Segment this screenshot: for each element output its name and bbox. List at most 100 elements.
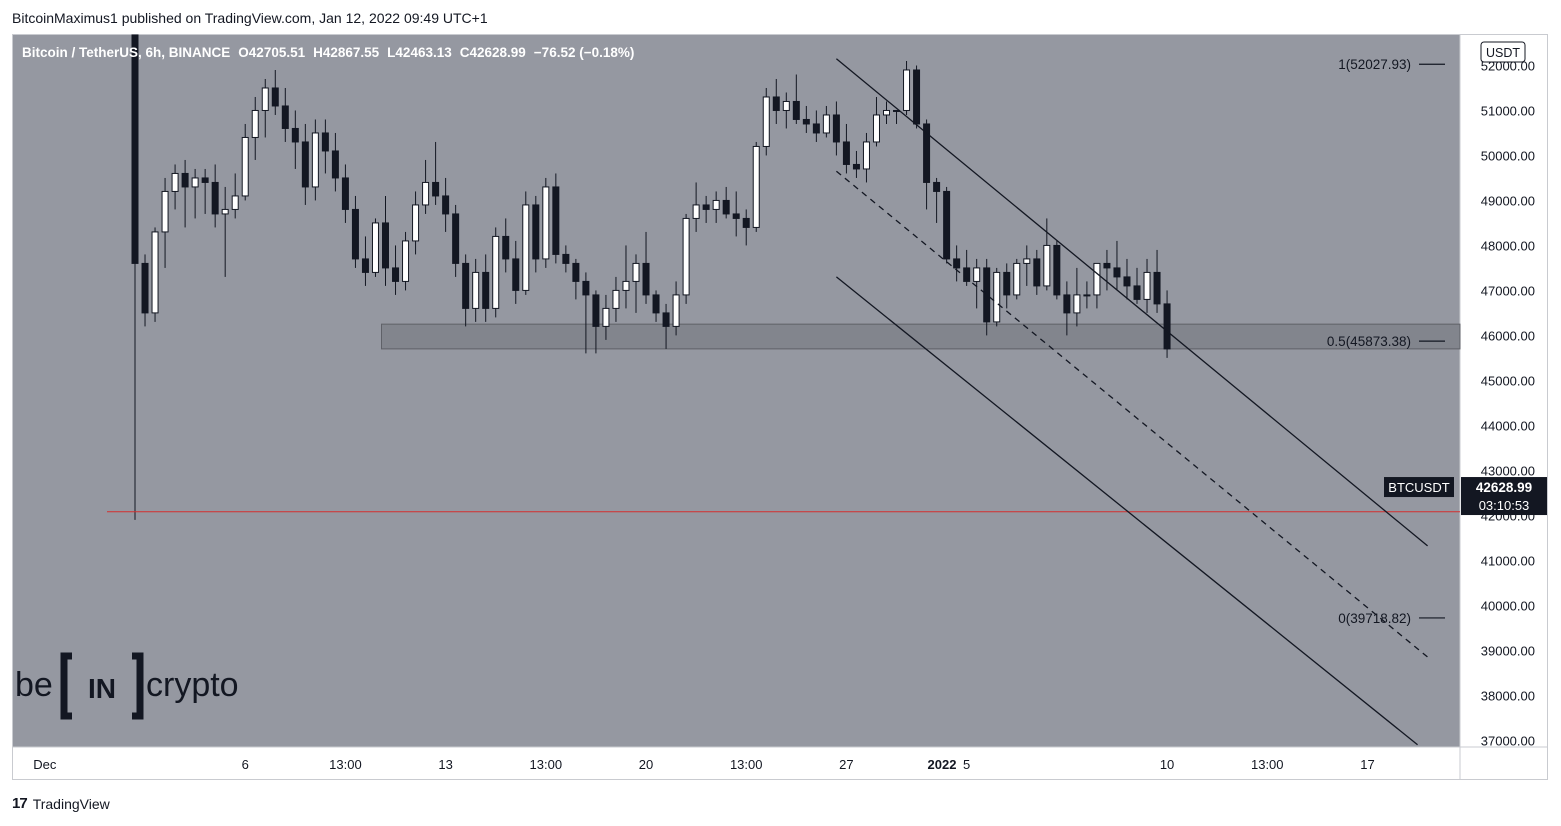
x-tick-label: 20 <box>639 757 653 772</box>
becrypto-watermark: be IN crypto <box>15 652 239 720</box>
symbol-tag-label: BTCUSDT <box>1388 480 1449 495</box>
candle-up <box>472 271 480 309</box>
candle-down <box>181 172 189 188</box>
candle-up <box>231 195 239 210</box>
candle-down <box>482 271 490 309</box>
candle-down <box>702 204 710 210</box>
candlestick-chart[interactable]: 1(52027.93) 0.5(45873.38) 0(39718.82) 5 20 0… <box>12 34 1548 780</box>
ohlc-change: −76.52 (−0.18%) <box>534 45 635 60</box>
candle-up <box>1143 271 1151 300</box>
symbol-title: Bitcoin / TetherUS, 6h, BINANCE <box>22 45 230 60</box>
candle-down <box>351 208 359 260</box>
candle-up <box>752 145 760 228</box>
candle-up <box>622 280 630 291</box>
candle-up <box>161 190 169 233</box>
candle-down <box>662 312 670 327</box>
candle-up <box>782 100 790 111</box>
candle-up <box>672 294 680 327</box>
candle-down <box>933 181 941 192</box>
candle-down <box>1103 262 1111 269</box>
candle-up <box>1023 258 1031 264</box>
ohlc-high: 42867.55 <box>323 45 380 60</box>
candle-down <box>442 195 450 215</box>
y-tick-label: 38000.00 <box>1481 688 1535 703</box>
candle-down <box>271 87 279 107</box>
candle-down <box>532 204 540 260</box>
chart-background <box>13 35 1460 747</box>
candle-down <box>1163 303 1171 350</box>
candle-up <box>522 204 530 291</box>
ohlc-open: 42705.51 <box>249 45 306 60</box>
candle-up <box>221 208 229 215</box>
candle-down <box>983 267 991 323</box>
candle-down <box>832 114 840 143</box>
candle-down <box>943 190 951 260</box>
candle-down <box>432 181 440 197</box>
candle-up <box>822 114 830 134</box>
candle-down <box>141 262 149 314</box>
fib-level-label: 0.5(45873.38) <box>1327 334 1411 349</box>
candle-down <box>913 69 921 125</box>
candle-down <box>301 141 309 188</box>
candle-down <box>552 186 560 255</box>
candle-up <box>862 141 870 170</box>
y-tick-label: 51000.00 <box>1481 103 1535 118</box>
candle-up <box>492 235 500 309</box>
candle-down <box>953 258 961 269</box>
x-tick-label: 17 <box>1360 757 1374 772</box>
currency-button[interactable]: USDT <box>1480 41 1526 63</box>
fib-level-label: 0(39718.82) <box>1338 611 1411 626</box>
candle-up <box>251 109 259 138</box>
channel-lower-line <box>835 276 1418 746</box>
x-tick-label: Dec <box>33 757 57 772</box>
candle-up <box>422 181 430 206</box>
published-by: BitcoinMaximus1 published on TradingView… <box>12 10 488 26</box>
y-tick-label: 44000.00 <box>1481 418 1535 433</box>
candle-up <box>632 262 640 282</box>
last-price-label: 42628.99 <box>1476 480 1532 495</box>
symbol-tag <box>1384 477 1454 498</box>
candle-down <box>1133 285 1141 300</box>
candle-down <box>742 217 750 228</box>
candle-down <box>923 123 931 183</box>
candle-down <box>772 96 780 111</box>
last-price-tag <box>1461 477 1547 516</box>
candle-down <box>131 34 139 264</box>
candle-down <box>281 105 289 129</box>
candle-up <box>1043 244 1051 287</box>
candle-down <box>842 141 850 165</box>
candle-up <box>1073 294 1081 314</box>
x-tick-label: 2022 <box>928 757 957 772</box>
candle-up <box>1093 262 1101 296</box>
watermark-in: IN <box>88 673 116 704</box>
candle-up <box>682 217 690 296</box>
candle-down <box>792 100 800 120</box>
candle-down <box>512 258 520 291</box>
candle-up <box>311 132 319 188</box>
x-tick-label: 5 <box>963 757 970 772</box>
candle-down <box>1123 276 1131 287</box>
x-tick-label: 13:00 <box>329 757 362 772</box>
candle-down <box>502 235 510 260</box>
candle-down <box>361 258 369 273</box>
y-tick-label: 41000.00 <box>1481 553 1535 568</box>
candle-up <box>602 307 610 327</box>
candle-down <box>1003 271 1011 296</box>
candle-up <box>692 204 700 219</box>
candle-down <box>642 262 650 296</box>
candle-up <box>762 96 770 147</box>
candle-down <box>201 177 209 183</box>
y-tick-label: 49000.00 <box>1481 193 1535 208</box>
candle-up <box>171 172 179 192</box>
candle-down <box>1053 244 1061 296</box>
x-tick-label: 13 <box>438 757 452 772</box>
ohlc-legend: Bitcoin / TetherUS, 6h, BINANCE O42705.51… <box>22 45 634 60</box>
candle-down <box>572 262 580 282</box>
chart-frame <box>12 34 1548 780</box>
candle-up <box>191 177 199 188</box>
candle-down <box>722 199 730 215</box>
countdown-label: 03:10:53 <box>1479 498 1530 513</box>
candle-down <box>732 213 740 219</box>
tradingview-footer[interactable]: 17 TradingView <box>12 795 110 812</box>
watermark-crypto: crypto <box>146 666 239 704</box>
